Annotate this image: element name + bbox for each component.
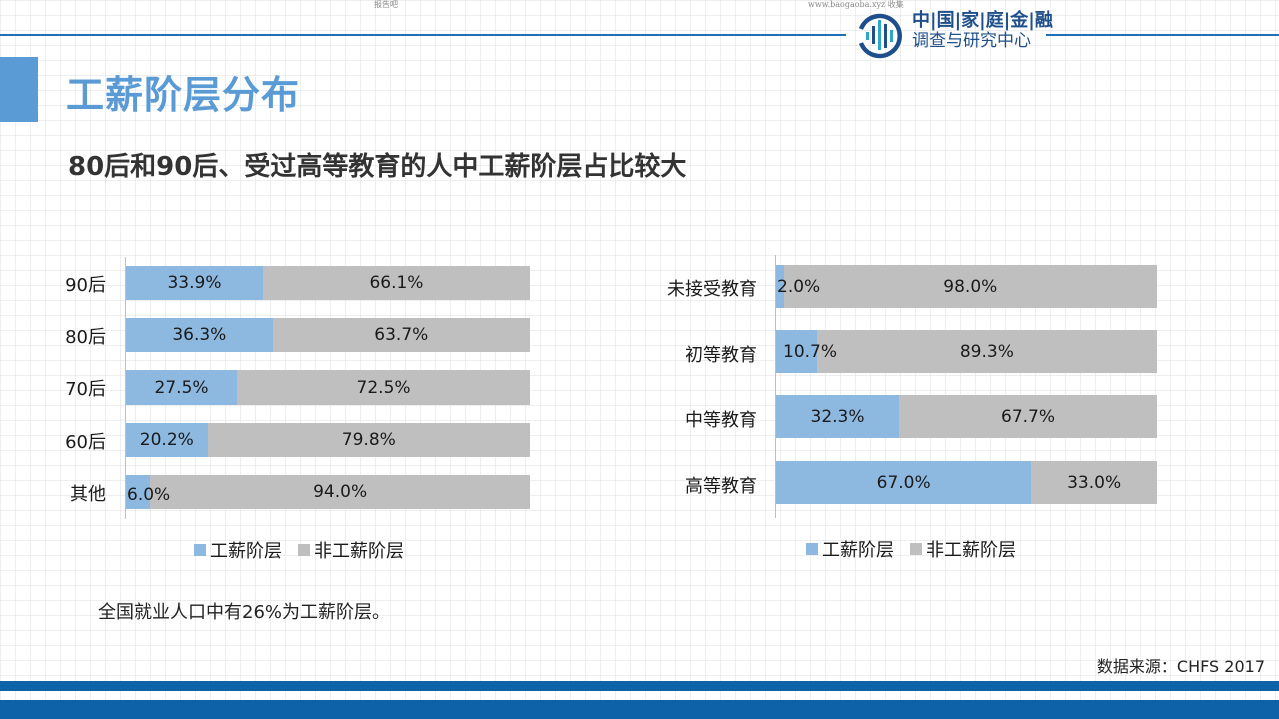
data-label: 27.5% xyxy=(154,377,209,398)
data-label: 33.9% xyxy=(167,273,222,293)
bar-segment-wage: 32.3% xyxy=(776,395,900,438)
bar-segment-nonwage: 98.0% xyxy=(783,265,1157,308)
bar-segment-nonwage: 66.1% xyxy=(262,266,530,300)
category-label: 中等教育 xyxy=(685,410,757,431)
summary-note: 全国就业人口中有26%为工薪阶层。 xyxy=(98,602,391,623)
bar-row: 27.5% 72.5% xyxy=(126,370,530,405)
data-source: 数据来源：CHFS 2017 xyxy=(1096,657,1265,676)
footer-stripe-thick xyxy=(0,700,1279,719)
bar-row: 6.0% 94.0% xyxy=(126,475,530,509)
bar-segment-nonwage: 33.0% xyxy=(1031,461,1157,504)
bar-segment-nonwage: 63.7% xyxy=(272,318,530,352)
legend-label: 工薪阶层 xyxy=(210,541,282,562)
y-axis-line xyxy=(125,257,126,519)
y-axis-line xyxy=(775,255,776,518)
data-label: 63.7% xyxy=(374,325,429,345)
legend-item-wage: 工薪阶层 xyxy=(194,537,282,563)
page-title: 工薪阶层分布 xyxy=(66,73,301,117)
sound-wave-circle-icon xyxy=(853,10,905,62)
category-label: 60后 xyxy=(65,432,106,453)
data-label: 10.7% xyxy=(783,341,838,362)
legend-swatch-icon xyxy=(298,544,310,556)
data-label: 66.1% xyxy=(369,273,424,293)
bar-segment-wage: 10.7% xyxy=(776,330,837,373)
legend-swatch-icon xyxy=(194,544,206,556)
data-label: 67.7% xyxy=(1001,406,1056,427)
bar-row: 10.7% 89.3% xyxy=(776,330,1157,373)
category-label: 90后 xyxy=(65,275,106,296)
data-label: 94.0% xyxy=(313,482,368,502)
legend-label: 非工薪阶层 xyxy=(926,540,1016,561)
data-label: 20.2% xyxy=(139,430,194,450)
data-label: 67.0% xyxy=(876,472,931,493)
data-label: 79.8% xyxy=(341,430,396,450)
bar-row: 32.3% 67.7% xyxy=(776,395,1157,438)
page-subtitle: 80后和90后、受过高等教育的人中工薪阶层占比较大 xyxy=(68,152,687,182)
category-label: 未接受教育 xyxy=(667,279,757,300)
legend-swatch-icon xyxy=(806,543,818,555)
bar-segment-wage: 67.0% xyxy=(776,461,1032,504)
title-accent-block xyxy=(0,57,38,122)
category-label: 高等教育 xyxy=(685,476,757,497)
bar-segment-nonwage: 79.8% xyxy=(207,423,530,457)
legend-item-nonwage: 非工薪阶层 xyxy=(910,536,1016,562)
data-label: 33.0% xyxy=(1067,472,1122,493)
bar-row: 33.9% 66.1% xyxy=(126,266,530,300)
data-label: 98.0% xyxy=(943,276,998,297)
logo-text: 中|国|家|庭|金|融 调查与研究中心 xyxy=(912,12,1053,50)
category-label: 70后 xyxy=(65,379,106,400)
data-label: 2.0% xyxy=(777,276,821,297)
legend-label: 工薪阶层 xyxy=(822,540,894,561)
bar-row: 20.2% 79.8% xyxy=(126,423,530,457)
bar-segment-nonwage: 72.5% xyxy=(237,370,530,405)
data-label: 6.0% xyxy=(127,485,171,505)
legend-item-wage: 工薪阶层 xyxy=(806,536,894,562)
bar-segment-wage: 2.0% xyxy=(776,265,820,308)
header-divider-left xyxy=(0,34,846,36)
bar-segment-wage: 6.0% xyxy=(126,475,170,509)
bar-row: 2.0% 98.0% xyxy=(776,265,1157,308)
legend-item-nonwage: 非工薪阶层 xyxy=(298,537,404,563)
footer-stripe-thin xyxy=(0,681,1279,691)
chart-legend: 工薪阶层 非工薪阶层 xyxy=(194,537,420,563)
bar-segment-wage: 36.3% xyxy=(126,318,273,352)
chart-legend: 工薪阶层 非工薪阶层 xyxy=(806,536,1032,562)
legend-swatch-icon xyxy=(910,543,922,555)
category-label: 其他 xyxy=(70,484,106,505)
logo-line1: 中|国|家|庭|金|融 xyxy=(912,10,1053,31)
header-divider-right xyxy=(1046,34,1279,36)
logo-line2: 调查与研究中心 xyxy=(912,31,1031,51)
bar-segment-wage: 33.9% xyxy=(126,266,263,300)
data-label: 89.3% xyxy=(959,341,1014,362)
bar-segment-nonwage: 89.3% xyxy=(816,330,1157,373)
category-label: 初等教育 xyxy=(685,345,757,366)
data-label: 32.3% xyxy=(810,406,865,427)
bar-segment-nonwage: 67.7% xyxy=(899,395,1157,438)
bar-row: 67.0% 33.0% xyxy=(776,461,1157,504)
watermark-left: 报告吧 xyxy=(374,0,398,9)
category-label: 80后 xyxy=(65,327,106,348)
legend-label: 非工薪阶层 xyxy=(314,541,404,562)
watermark-right: www.baogaoba.xyz 收集 xyxy=(808,0,904,9)
data-label: 36.3% xyxy=(172,325,227,345)
bar-segment-nonwage: 94.0% xyxy=(150,475,530,509)
bar-segment-wage: 27.5% xyxy=(126,370,238,405)
bar-segment-wage: 20.2% xyxy=(126,423,208,457)
bar-row: 36.3% 63.7% xyxy=(126,318,530,352)
data-label: 72.5% xyxy=(356,377,411,398)
